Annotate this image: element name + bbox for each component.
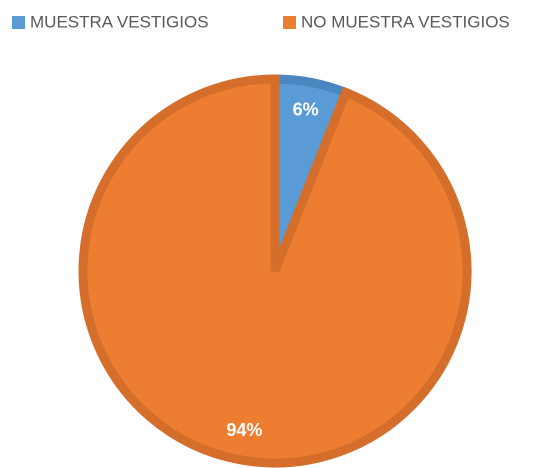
value-label: 6% xyxy=(293,99,319,119)
legend-label: MUESTRA VESTIGIOS xyxy=(30,12,209,31)
legend-swatch xyxy=(12,16,25,29)
value-label: 94% xyxy=(226,420,262,440)
legend-label: NO MUESTRA VESTIGIOS xyxy=(301,12,510,31)
pie-slice xyxy=(78,74,472,468)
legend-swatch xyxy=(283,16,296,29)
